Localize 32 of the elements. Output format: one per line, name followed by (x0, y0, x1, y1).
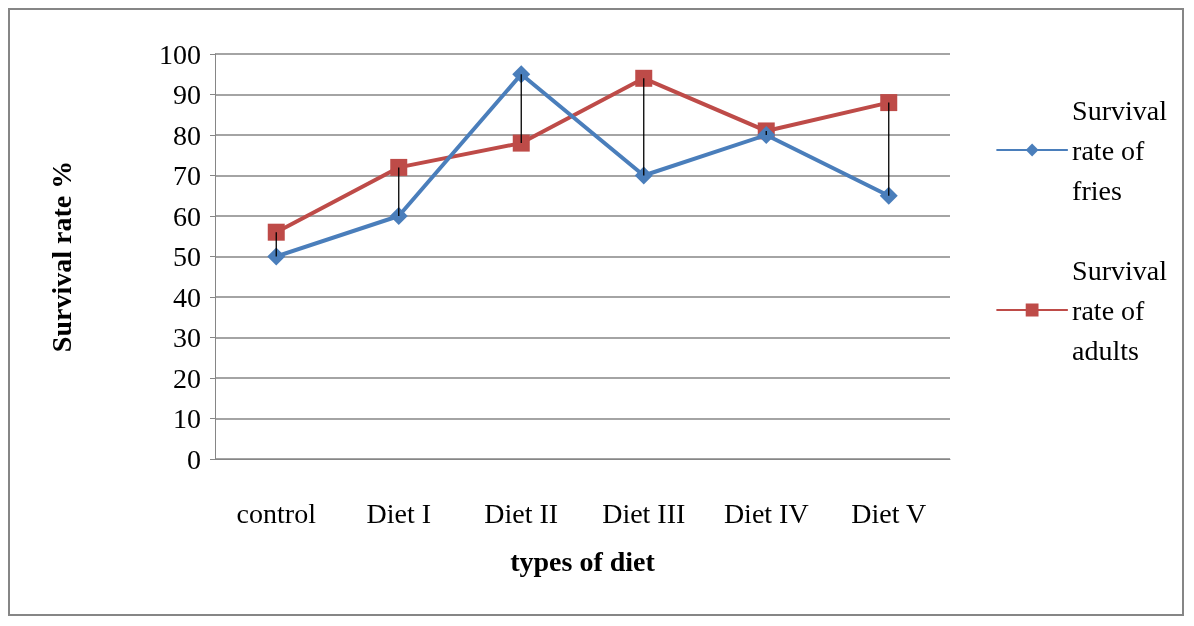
legend-label: Survival rate of adults (1072, 254, 1168, 366)
x-tick-label: Diet III (602, 497, 686, 529)
point (390, 158, 408, 176)
y-tick-label: 40 (173, 281, 201, 313)
point (267, 223, 285, 241)
point (634, 166, 653, 185)
y-tick-label: 80 (173, 119, 201, 151)
point (512, 65, 531, 84)
x-tick-label: Diet I (366, 497, 432, 529)
x-tick-label: Diet IV (723, 497, 809, 529)
point (879, 186, 898, 205)
y-tick-label: 70 (173, 160, 201, 191)
y-tick-label: 10 (173, 403, 201, 434)
point (635, 69, 653, 87)
x-tick-label: Diet II (484, 497, 559, 529)
y-tick-label: 60 (173, 200, 201, 232)
y-axis-title: Survival rate % (45, 160, 77, 353)
point (389, 207, 408, 225)
point (512, 134, 530, 152)
y-tick-label: 20 (173, 362, 201, 394)
point (880, 94, 898, 112)
x-tick-label: Diet V (851, 497, 927, 529)
y-tick-label: 30 (173, 322, 201, 353)
point (267, 247, 286, 266)
y-tick-label: 0 (187, 443, 201, 475)
point (757, 126, 776, 144)
y-tick-label: 90 (173, 79, 201, 110)
y-tick-label: 100 (159, 38, 201, 70)
x-axis-title: types of diet (510, 545, 656, 577)
x-tick-label: control (236, 497, 317, 529)
legend-label: Survival rate of fries (1072, 94, 1168, 206)
y-tick-label: 50 (173, 241, 201, 272)
